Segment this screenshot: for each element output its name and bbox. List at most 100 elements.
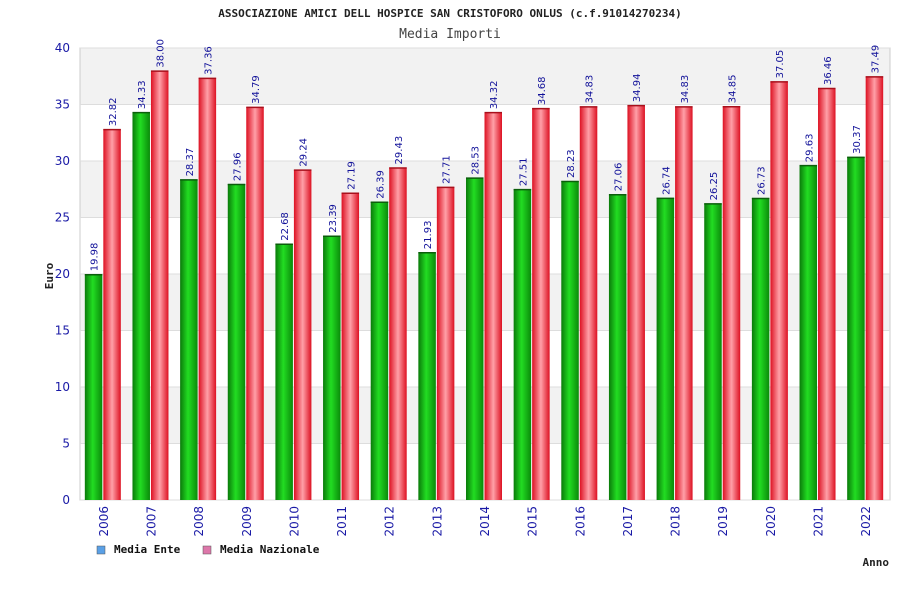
data-label: 34.94: [632, 74, 643, 103]
legend: Media Ente Media Nazionale: [96, 543, 320, 556]
y-tick-label: 10: [55, 380, 70, 394]
y-tick-label: 30: [55, 154, 70, 168]
y-tick-label: 40: [55, 41, 70, 55]
data-label: 26.39: [375, 170, 386, 199]
bar: [579, 106, 598, 501]
bar: [436, 186, 455, 500]
bar: [561, 181, 579, 500]
bar: [132, 112, 150, 501]
data-label: 34.83: [585, 75, 596, 104]
data-label: 19.98: [90, 243, 101, 272]
bar: [84, 274, 103, 500]
x-tick-label: 2021: [812, 506, 826, 537]
bar: [180, 179, 198, 500]
y-tick-label: 25: [55, 211, 70, 225]
data-label: 22.68: [280, 212, 291, 241]
bar: [675, 106, 693, 501]
bar: [751, 197, 770, 501]
data-label: 27.06: [614, 163, 625, 192]
x-tick-label: 2008: [192, 506, 206, 537]
bar: [293, 169, 312, 500]
data-label: 27.96: [233, 152, 244, 181]
data-label: 29.24: [299, 138, 310, 167]
y-tick-label: 5: [62, 437, 70, 451]
bar: [246, 106, 264, 501]
data-label: 29.43: [394, 136, 405, 165]
bar: [847, 156, 865, 500]
data-label: 29.63: [804, 134, 815, 163]
data-labels: 19.98 32.82 34.33 38.00 28.37 37.36 27.96 34.79…: [90, 39, 882, 271]
x-tick-label: 2015: [526, 506, 540, 537]
legend-label: Media Nazionale: [220, 543, 320, 556]
bar: [341, 192, 360, 501]
data-label: 36.46: [823, 56, 834, 85]
x-tick-label: 2010: [287, 506, 301, 537]
x-tick-label: 2009: [240, 506, 254, 537]
data-label: 27.19: [346, 161, 357, 190]
bar: [704, 203, 722, 500]
bar: [484, 112, 502, 501]
y-tick-label: 35: [55, 98, 70, 112]
bar: [418, 252, 436, 500]
bar: [627, 105, 645, 500]
x-tick-label: 2011: [335, 506, 349, 537]
x-axis-label: Anno: [863, 556, 890, 569]
data-label: 27.71: [442, 155, 453, 184]
y-tick-label: 0: [62, 493, 70, 507]
bar: [323, 235, 341, 500]
bar: [818, 88, 836, 500]
data-label: 28.53: [471, 146, 482, 175]
data-label: 34.32: [489, 81, 500, 110]
data-label: 30.37: [852, 125, 863, 154]
bar: [466, 177, 484, 500]
x-tick-label: 2018: [669, 506, 683, 537]
bar: [656, 197, 675, 500]
data-label: 34.79: [251, 75, 262, 104]
bar: [103, 129, 121, 500]
data-label: 37.05: [775, 50, 786, 79]
x-tick-label: 2019: [716, 506, 730, 537]
bar: [275, 243, 293, 500]
data-label: 37.49: [870, 45, 881, 74]
data-label: 34.68: [537, 76, 548, 105]
data-label: 26.74: [661, 166, 672, 195]
bar: [150, 70, 169, 500]
data-label: 23.39: [328, 204, 339, 233]
legend-swatch: [96, 545, 106, 555]
bars: [84, 70, 884, 501]
x-tick-label: 2013: [430, 506, 444, 537]
bar: [389, 167, 407, 501]
x-tick-label: 2017: [621, 506, 635, 537]
bar: [799, 165, 818, 500]
data-label: 26.73: [757, 166, 768, 195]
bar: [198, 77, 217, 500]
x-tick-label: 2016: [573, 506, 587, 537]
data-label: 34.83: [680, 75, 691, 104]
data-label: 34.85: [727, 75, 738, 104]
data-label: 27.51: [518, 157, 529, 186]
y-tick-label: 15: [55, 324, 70, 338]
legend-swatch: [202, 545, 212, 555]
data-label: 28.23: [566, 149, 577, 178]
data-label: 37.36: [203, 46, 214, 75]
bar: [722, 106, 741, 500]
data-label: 32.82: [108, 97, 119, 126]
x-tick-label: 2012: [383, 506, 397, 537]
data-label: 34.33: [137, 80, 148, 109]
legend-label: Media Ente: [114, 543, 181, 556]
bar: [865, 76, 884, 500]
x-tick-label: 2020: [764, 506, 778, 537]
y-axis-label: Euro: [43, 262, 56, 289]
bar: [532, 108, 550, 500]
data-label: 28.37: [185, 148, 196, 177]
data-label: 21.93: [423, 221, 434, 250]
data-label: 26.25: [709, 172, 720, 201]
y-axis-ticks: 0 5 10 15 20 25 30 35 40: [55, 41, 70, 507]
bar: [370, 201, 389, 500]
bar: [770, 81, 788, 501]
x-axis-ticks: 2006 2007 2008 2009 2010 2011 2012 2013 2014 2015…: [97, 506, 873, 537]
y-tick-label: 20: [55, 267, 70, 281]
x-tick-label: 2022: [859, 506, 873, 537]
data-label: 38.00: [156, 39, 167, 68]
